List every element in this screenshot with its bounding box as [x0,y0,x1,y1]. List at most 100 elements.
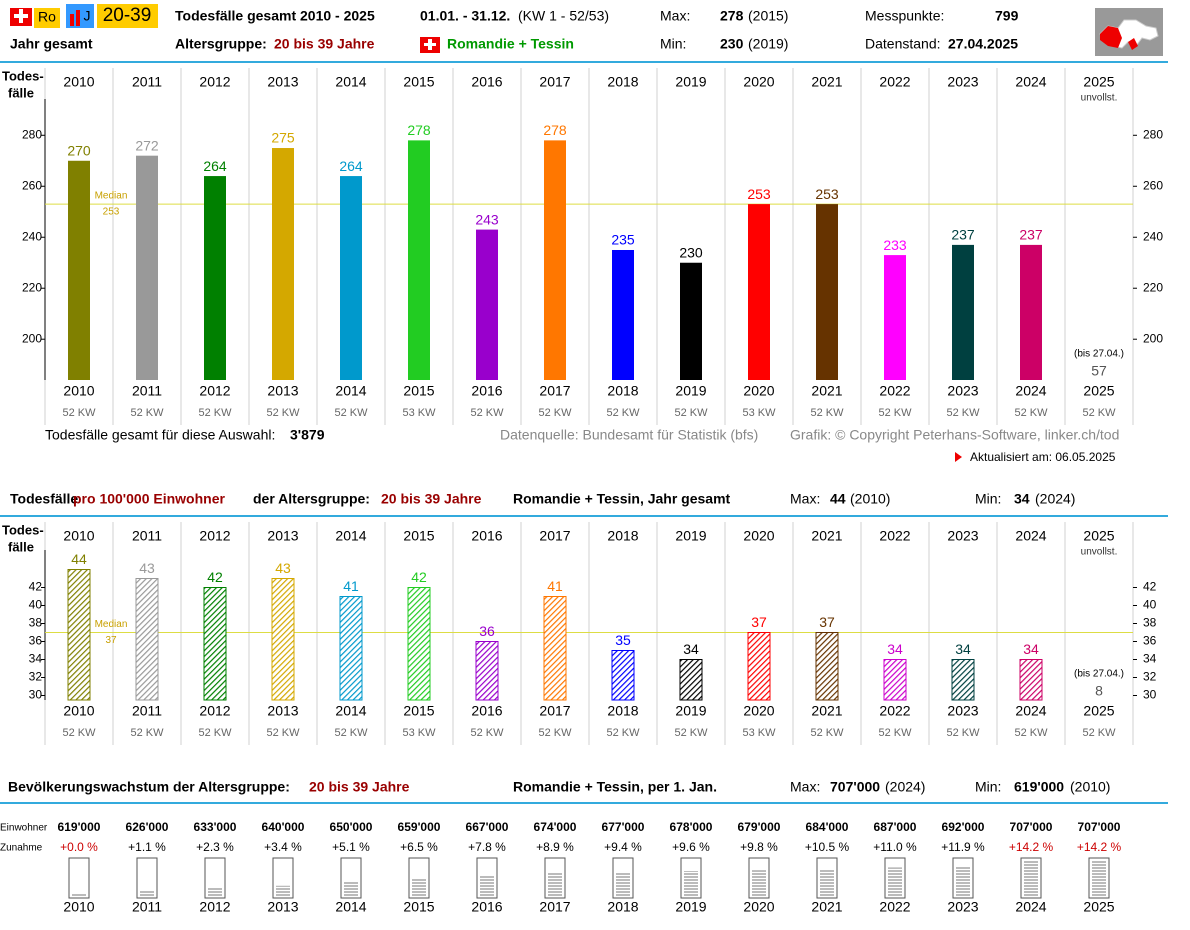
x-tick-label: 2017 [539,383,570,399]
s3-max-year: (2024) [885,779,925,795]
x-tick-label: 2022 [879,703,910,719]
x-tick-label: 2022 [879,528,910,544]
residents: 677'000 [602,820,645,834]
median-value: 253 [103,207,120,218]
bar [883,659,907,701]
value-label: 41 [343,578,359,594]
badge-age: 20-39 [103,5,152,26]
growth-fill [956,865,970,896]
row-label: Zunahme [0,843,43,854]
week-label: 52 KW [198,407,232,419]
x-tick-label: 2019 [675,528,706,544]
max-label: Max: [660,8,690,24]
growth-label: +11.9 % [941,840,985,854]
x-tick-label: 2018 [607,383,638,399]
residents: 626'000 [126,820,169,834]
x-tick-label: 2013 [267,528,298,544]
residents: 679'000 [738,820,781,834]
min-value: 230 [720,36,744,52]
growth-label: +0.0 % [60,840,98,854]
y-tick-label: 280 [1143,127,1163,141]
arrow [955,452,962,462]
s2-metric: pro 100'000 Einwohner [73,491,225,507]
x-tick-label: 2016 [471,383,502,399]
icon-letter: J [84,8,91,24]
x-tick-label: 2018 [607,74,638,90]
week-label: 52 KW [810,407,844,419]
copyright: Grafik: © Copyright Peterhans-Software, … [790,427,1119,443]
growth-fill [820,868,834,896]
x-tick-label: 2013 [267,383,298,399]
value-label: 34 [887,641,903,657]
y-axis-title: Todes- [2,68,44,83]
bar [816,204,838,380]
growth-label: +14.2 % [1077,840,1122,854]
residents: 659'000 [398,820,441,834]
value-label: 264 [203,158,227,174]
week-label: 52 KW [198,727,232,739]
year-label: 2011 [132,899,162,915]
y-tick-label: 220 [22,280,42,294]
value-label: 278 [407,122,431,138]
week-label: 52 KW [606,727,640,739]
value-label: 42 [207,569,223,585]
y-tick-label: 280 [22,127,42,141]
year-label: 2014 [335,899,366,915]
x-tick-label: 2016 [471,74,502,90]
bar [1019,659,1043,701]
value-label: 42 [411,569,427,585]
week-label: 52 KW [878,727,912,739]
median-label: Median [95,619,128,630]
growth-fill [480,875,494,896]
week-label: 52 KW [334,407,368,419]
year-label: 2015 [403,899,434,915]
y-tick-label: 240 [1143,229,1163,243]
s2-max-value: 44 [830,491,846,507]
bar [612,249,634,380]
title: Todesfälle gesamt 2010 - 2025 [175,8,375,24]
x-tick-label: 2020 [743,703,774,719]
bar [815,632,839,701]
value-label: 270 [67,142,91,158]
value-label: 8 [1095,683,1103,699]
residents: 687'000 [874,820,917,834]
x-tick-label: 2021 [811,74,842,90]
value-label: 43 [275,560,291,576]
week-label: 52 KW [470,407,504,419]
residents: 619'000 [58,820,101,834]
scope: Jahr gesamt [10,36,93,52]
growth-label: +3.4 % [264,840,302,854]
s2-title: Todesfälle [10,491,78,507]
bar [748,204,770,380]
x-tick-label: 2021 [811,528,842,544]
year-label: 2023 [947,899,978,915]
flag-cross [14,9,28,23]
year-label: 2017 [539,899,570,915]
week-label: 52 KW [130,407,164,419]
value-label: 278 [543,122,567,138]
y-tick-label: 34 [29,652,43,666]
total: 3'879 [290,427,325,443]
map-region [1100,26,1138,50]
s3-min-label: Min: [975,779,1001,795]
bar [408,140,430,380]
age-label: Altersgruppe: [175,36,267,52]
growth-fill [208,888,222,896]
week-label: 52 KW [606,407,640,419]
week-label: 52 KW [470,727,504,739]
partial-note: (bis 27.04.) [1074,349,1124,360]
value-label: 275 [271,130,295,146]
week-label: 52 KW [674,407,708,419]
growth-label: +14.2 % [1009,840,1054,854]
week-label: 52 KW [266,727,300,739]
x-tick-label: 2010 [63,703,94,719]
week-label: 53 KW [742,727,776,739]
bar [271,578,295,701]
value-label: 253 [815,186,839,202]
residents: 667'000 [466,820,509,834]
year-label: 2013 [267,899,298,915]
y-axis-title: fälle [8,85,34,100]
s2-max-year: (2010) [850,491,890,507]
partial-note: (bis 27.04.) [1074,669,1124,680]
growth-label: +5.1 % [332,840,370,854]
